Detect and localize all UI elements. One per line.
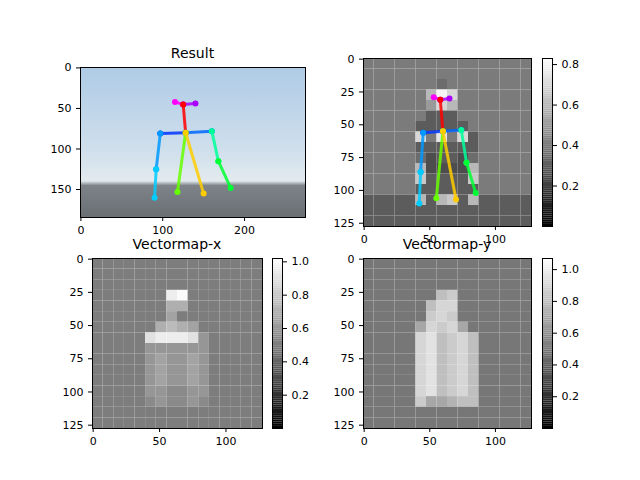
- svg-text:0: 0: [348, 253, 355, 266]
- svg-text:0: 0: [77, 253, 84, 266]
- svg-text:100: 100: [334, 184, 355, 197]
- svg-text:75: 75: [341, 151, 355, 164]
- svg-text:1.0: 1.0: [292, 255, 310, 268]
- svg-text:100: 100: [51, 143, 72, 156]
- svg-text:100: 100: [484, 233, 506, 247]
- svg-text:100: 100: [334, 385, 355, 398]
- svg-text:50: 50: [70, 319, 84, 332]
- svg-text:100: 100: [152, 224, 173, 237]
- svg-text:75: 75: [70, 352, 84, 365]
- svg-text:0: 0: [348, 53, 355, 66]
- svg-text:0: 0: [361, 435, 368, 448]
- svg-text:100: 100: [215, 435, 236, 448]
- svg-text:0.4: 0.4: [562, 358, 580, 371]
- svg-text:125: 125: [334, 217, 355, 230]
- svg-text:0: 0: [361, 233, 368, 246]
- svg-text:0: 0: [65, 61, 72, 74]
- html-text:Result: Result: [170, 45, 215, 61]
- svg-text:0.4: 0.4: [292, 355, 310, 368]
- svg-text:0.6: 0.6: [562, 327, 580, 340]
- svg-text:0.2: 0.2: [562, 390, 580, 403]
- svg-text:100: 100: [485, 435, 506, 448]
- svg-text:50: 50: [341, 118, 355, 131]
- svg-text:50: 50: [153, 435, 167, 448]
- svg-text:0.4: 0.4: [562, 139, 580, 152]
- svg-text:0.2: 0.2: [292, 389, 310, 402]
- svg-text:200: 200: [234, 224, 255, 237]
- html-text:Vectormap-x: Vectormap-x: [132, 236, 222, 252]
- svg-text:0.6: 0.6: [292, 322, 310, 335]
- svg-text:50: 50: [58, 102, 72, 115]
- svg-text:0.6: 0.6: [562, 99, 580, 112]
- svg-text:0.8: 0.8: [292, 289, 310, 302]
- svg-text:125: 125: [63, 419, 84, 432]
- svg-text:0: 0: [77, 224, 84, 237]
- svg-text:25: 25: [70, 286, 84, 299]
- svg-text:50: 50: [423, 435, 437, 448]
- svg-text:0.8: 0.8: [562, 295, 580, 308]
- html-text:Vectormap-y: Vectormap-y: [402, 236, 492, 252]
- svg-text:0: 0: [90, 435, 97, 448]
- svg-text:1.0: 1.0: [562, 263, 580, 276]
- svg-text:100: 100: [63, 385, 84, 398]
- svg-text:150: 150: [51, 183, 72, 196]
- svg-text:125: 125: [334, 419, 355, 432]
- svg-text:75: 75: [341, 352, 355, 365]
- svg-text:0.8: 0.8: [562, 58, 580, 71]
- svg-text:0.2: 0.2: [562, 180, 580, 193]
- svg-text:25: 25: [341, 286, 355, 299]
- svg-text:50: 50: [341, 319, 355, 332]
- svg-text:25: 25: [341, 85, 355, 98]
